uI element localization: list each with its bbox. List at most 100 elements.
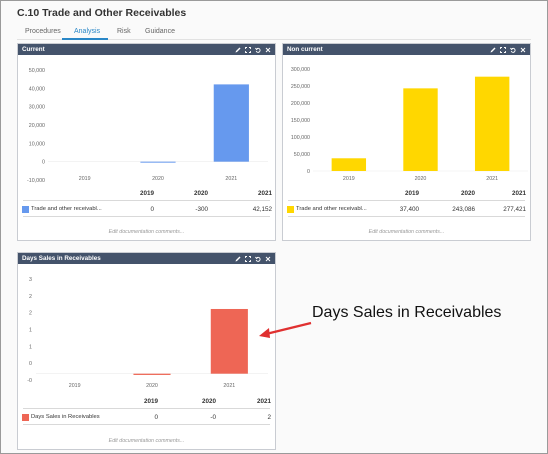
y-tick-label: 100,000 [291, 135, 310, 141]
panel-header: Current [18, 44, 275, 55]
x-tick-label: 2019 [79, 176, 91, 182]
row-divider [288, 200, 525, 201]
panel-title: Current [22, 45, 45, 53]
pencil-icon[interactable] [235, 256, 241, 262]
panel-toolbar [235, 253, 271, 264]
bar[interactable] [213, 84, 249, 162]
bar[interactable] [403, 88, 438, 171]
bar[interactable] [210, 308, 248, 374]
bar[interactable] [140, 161, 176, 163]
year-header: 2020 [460, 190, 475, 197]
year-header: 2020 [201, 398, 216, 405]
y-tick-label: 30,000 [29, 105, 45, 111]
x-tick-label: 2020 [152, 176, 164, 182]
expand-icon[interactable] [245, 255, 251, 262]
y-tick-label: -10,000 [27, 178, 45, 184]
panel-title: Non current [287, 45, 323, 53]
page-title: C.10 Trade and Other Receivables [17, 7, 187, 19]
callout-arrow-icon [259, 321, 312, 338]
x-tick-label: 2021 [486, 176, 498, 182]
tab-divider [17, 39, 531, 40]
y-tick-label: 250,000 [291, 84, 310, 90]
table-cell: 0 [154, 414, 158, 421]
y-tick-label: 0 [307, 169, 310, 175]
year-header: 2021 [256, 398, 271, 405]
x-tick-label: 2021 [225, 176, 237, 182]
table-cell: 37,400 [399, 206, 419, 213]
close-icon[interactable] [265, 47, 271, 53]
expand-icon[interactable] [245, 46, 251, 53]
y-tick-label: 0 [42, 160, 45, 166]
y-tick-label: 50,000 [29, 68, 45, 74]
y-tick-label: 0 [29, 361, 32, 367]
x-tick-label: 2020 [146, 383, 158, 389]
y-tick-label: 40,000 [29, 86, 45, 92]
undo-icon[interactable] [255, 256, 261, 262]
legend-swatch [22, 414, 29, 421]
table-cell: -300 [195, 206, 208, 213]
panel-noncurrent: Non current 300,000 250,000 200,000 150,000… [282, 43, 531, 241]
tab-risk[interactable]: Risk [117, 28, 131, 35]
row-divider [23, 200, 270, 201]
legend-label: Trade and other receivabl... [31, 206, 102, 212]
year-header: 2021 [257, 190, 272, 197]
undo-icon[interactable] [255, 47, 261, 53]
pencil-icon[interactable] [235, 47, 241, 53]
table-cell: 2 [267, 414, 271, 421]
y-tick-label: 300,000 [291, 67, 310, 73]
pencil-icon[interactable] [490, 47, 496, 53]
tab-guidance[interactable]: Guidance [145, 28, 175, 35]
callout-label: Days Sales in Receivables [312, 304, 502, 321]
y-tick-label: 50,000 [294, 152, 310, 158]
y-tick-label: 2 [29, 311, 32, 317]
undo-icon[interactable] [510, 47, 516, 53]
edit-comments-link[interactable]: Edit documentation comments... [108, 438, 185, 444]
table-cell: 42,152 [252, 206, 272, 213]
bar[interactable] [331, 158, 367, 171]
legend-swatch [287, 206, 294, 213]
noncurrent-chart: 300,000 250,000 200,000 150,000 100,000 50,00… [291, 67, 528, 182]
y-tick-label: 150,000 [291, 118, 310, 124]
panel-days-sales: Days Sales in Receivables 3 2 2 1 1 0 -0 2019 20… [17, 252, 276, 450]
year-header: 2020 [193, 190, 208, 197]
close-icon[interactable] [520, 47, 526, 53]
panel-current: Current 50,000 40,000 30,000 20,000 10,000 0 -… [17, 43, 276, 241]
panel-toolbar [235, 44, 271, 55]
edit-comments-link[interactable]: Edit documentation comments... [108, 229, 185, 235]
edit-comments-link[interactable]: Edit documentation comments... [368, 229, 445, 235]
panel-header: Days Sales in Receivables [18, 253, 275, 264]
tab-analysis[interactable]: Analysis [74, 28, 101, 35]
y-tick-label: 200,000 [291, 101, 310, 107]
y-tick-label: 3 [29, 277, 32, 283]
current-chart: 50,000 40,000 30,000 20,000 10,000 0 -10,000 20… [27, 68, 268, 184]
legend-label: Trade and other receivabl... [296, 206, 367, 212]
y-tick-label: 1 [29, 328, 32, 334]
panel-toolbar [490, 44, 526, 55]
panel-title: Days Sales in Receivables [22, 254, 101, 262]
bar[interactable] [474, 76, 510, 171]
y-tick-label: 1 [29, 344, 32, 350]
panel-header: Non current [283, 44, 530, 55]
row-divider [23, 424, 270, 425]
legend-swatch [22, 206, 29, 213]
y-tick-label: -0 [27, 378, 32, 384]
y-tick-label: 2 [29, 294, 32, 300]
bar[interactable] [133, 373, 171, 375]
year-header: 2019 [404, 190, 419, 197]
table-cell: 0 [150, 206, 154, 213]
active-tab-indicator [62, 38, 108, 40]
table-cell: 277,421 [503, 206, 526, 213]
row-divider [288, 216, 525, 217]
x-tick-label: 2020 [415, 176, 427, 182]
close-icon[interactable] [265, 256, 271, 262]
dsr-chart: 3 2 2 1 1 0 -0 2019 2020 2021 [27, 277, 268, 389]
row-divider [23, 216, 270, 217]
tab-procedures[interactable]: Procedures [25, 28, 61, 35]
y-tick-label: 20,000 [29, 123, 45, 129]
x-tick-label: 2019 [69, 383, 81, 389]
y-tick-label: 10,000 [29, 141, 45, 147]
row-divider [23, 408, 270, 409]
expand-icon[interactable] [500, 46, 506, 53]
x-tick-label: 2021 [223, 383, 235, 389]
